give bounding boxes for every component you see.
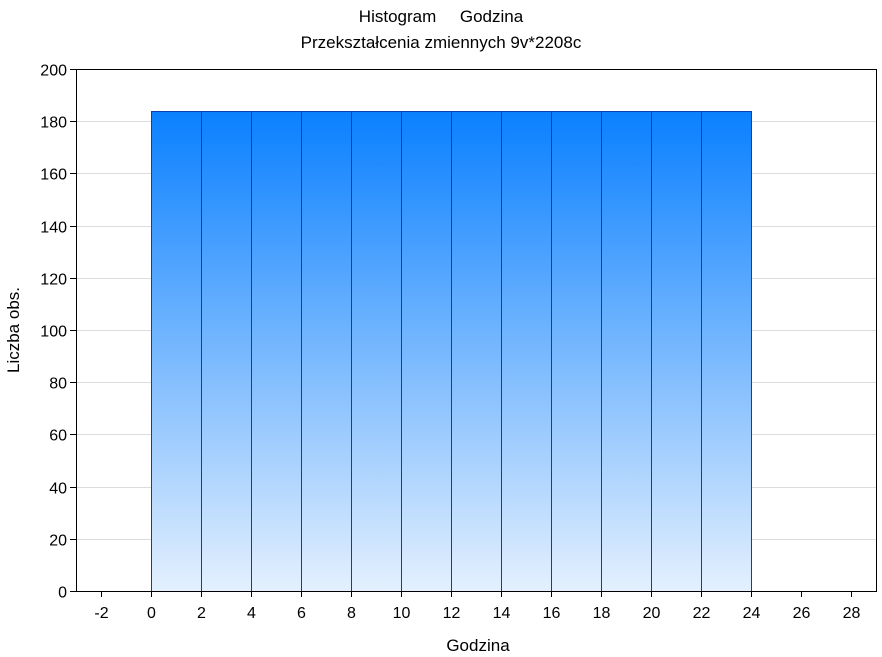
x-tick-label: 2 — [197, 605, 206, 622]
x-tick-label: 14 — [493, 605, 511, 622]
axis-ticks — [70, 69, 852, 597]
x-tick-label: 20 — [643, 605, 661, 622]
y-tick-label: 180 — [40, 115, 67, 132]
y-tick-label: 140 — [40, 220, 67, 237]
y-tick-label: 0 — [58, 585, 67, 602]
x-tick-label: 12 — [443, 605, 461, 622]
x-tick-label: 26 — [793, 605, 811, 622]
histogram-bar — [251, 111, 302, 592]
x-tick-label: 16 — [543, 605, 561, 622]
histogram-bar — [651, 111, 702, 592]
histogram-bar — [201, 111, 252, 592]
y-tick-label: 60 — [49, 428, 67, 445]
x-tick-label: 0 — [147, 605, 156, 622]
histogram-bar — [351, 111, 402, 592]
x-tick-label: 22 — [693, 605, 711, 622]
y-tick-label: 160 — [40, 167, 67, 184]
y-tick-label: 200 — [40, 63, 67, 80]
chart-subtitle: Przekształcenia zmiennych 9v*2208c — [300, 33, 582, 52]
histogram-bar — [301, 111, 352, 592]
histogram-bar — [451, 111, 502, 592]
y-tick-label: 120 — [40, 272, 67, 289]
x-tick-label: 4 — [247, 605, 256, 622]
x-tick-label: 18 — [593, 605, 611, 622]
x-tick-label: 24 — [743, 605, 761, 622]
histogram-bar — [401, 111, 452, 592]
histogram-bars — [151, 111, 752, 592]
histogram-bar — [151, 111, 202, 592]
x-tick-label: -2 — [94, 605, 108, 622]
x-tick-label: 8 — [347, 605, 356, 622]
x-tick-label: 10 — [393, 605, 411, 622]
histogram-bar — [501, 111, 552, 592]
y-tick-label: 80 — [49, 376, 67, 393]
x-tick-label: 28 — [843, 605, 861, 622]
y-tick-label: 20 — [49, 533, 67, 550]
x-axis-title: Godzina — [446, 636, 510, 655]
chart-title: Histogram Godzina — [358, 7, 524, 26]
y-tick-label: 100 — [40, 324, 67, 341]
histogram-bar — [551, 111, 602, 592]
histogram-bar — [601, 111, 652, 592]
x-tick-label: 6 — [297, 605, 306, 622]
plot-frame — [76, 69, 877, 592]
histogram-bar — [701, 111, 752, 592]
y-tick-label: 40 — [49, 481, 67, 498]
y-axis-title: Liczba obs. — [4, 287, 23, 373]
